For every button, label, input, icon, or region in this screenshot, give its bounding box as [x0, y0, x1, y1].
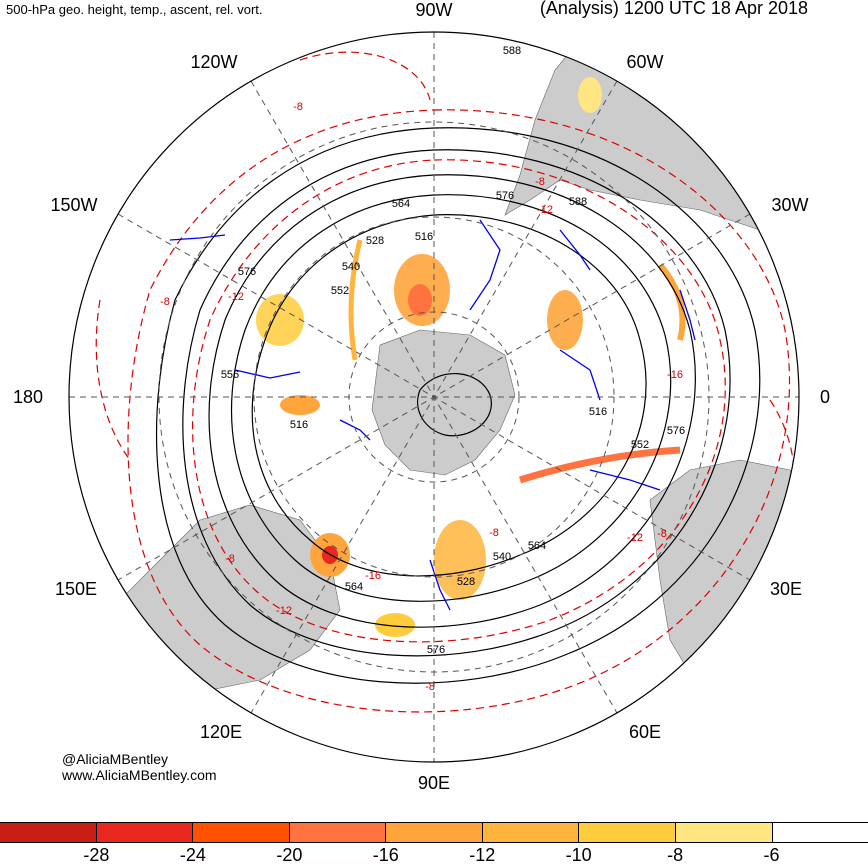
colorbar-tick-label: -8: [667, 845, 683, 866]
colorbar-tick-label: -24: [180, 845, 206, 866]
height-label: 588: [569, 196, 587, 208]
colorbar-swatch: [0, 823, 97, 842]
height-label: 540: [342, 261, 360, 273]
height-label: 528: [366, 235, 384, 247]
height-label: 588: [503, 45, 521, 57]
height-label: 556: [221, 369, 239, 381]
credit-website: www.AliciaMBentley.com: [62, 767, 217, 783]
vort-blob: [434, 520, 486, 600]
lon-label-60w: 60W: [626, 52, 663, 72]
vorticity-colorbar: [0, 822, 868, 843]
height-label: 552: [631, 439, 649, 451]
lon-label-150w: 150W: [50, 195, 97, 215]
height-label: 516: [290, 419, 308, 431]
vort-label: -12: [537, 204, 553, 216]
colorbar-swatch: [579, 823, 676, 842]
height-label: 576: [496, 190, 514, 202]
colorbar-swatch: [483, 823, 580, 842]
vort-label: -8: [657, 528, 667, 540]
lon-label-90e: 90E: [418, 773, 450, 793]
colorbar-tick-label: -12: [469, 845, 495, 866]
vort-label: -8: [225, 553, 235, 565]
lon-label-0: 0: [820, 387, 830, 407]
lon-label-60e: 60E: [629, 722, 661, 742]
vort-blob: [256, 294, 304, 346]
colorbar-swatch: [773, 823, 868, 842]
colorbar-tick-label: -20: [276, 845, 302, 866]
vort-label: -12: [627, 532, 643, 544]
vort-label: -16: [667, 369, 683, 381]
height-label: 528: [457, 576, 475, 588]
polar-stereographic-map: 90W 60W 30W 0 30E 60E 90E 120E 150E 180 …: [0, 0, 868, 820]
colorbar-tick-label: -16: [373, 845, 399, 866]
lon-label-120e: 120E: [200, 722, 242, 742]
vort-label: -8: [535, 176, 545, 188]
lon-label-150e: 150E: [55, 579, 97, 599]
vort-blob: [280, 395, 320, 415]
vort-label: -8: [425, 681, 435, 693]
lon-label-120w: 120W: [190, 52, 237, 72]
height-label: 540: [493, 551, 511, 563]
height-label: 576: [238, 266, 256, 278]
lon-label-90w: 90W: [415, 0, 452, 20]
vort-label: -12: [276, 605, 292, 617]
vort-blob: [408, 284, 432, 316]
colorbar-swatch: [97, 823, 194, 842]
colorbar-swatch: [386, 823, 483, 842]
height-label: 516: [415, 231, 433, 243]
colorbar-swatch: [676, 823, 773, 842]
colorbar-swatch: [193, 823, 290, 842]
vort-blob: [547, 290, 583, 350]
vort-label: -16: [365, 570, 381, 582]
lon-label-30e: 30E: [770, 579, 802, 599]
height-label: 516: [589, 406, 607, 418]
vort-streak: [351, 240, 360, 360]
credit-twitter-handle: @AliciaMBentley: [62, 751, 168, 767]
height-label: 576: [427, 644, 445, 656]
height-label: 564: [392, 198, 410, 210]
vort-label: -8: [293, 101, 303, 113]
colorbar-tick-label: -6: [764, 845, 780, 866]
colorbar-tick-label: -10: [566, 845, 592, 866]
height-label: 564: [345, 581, 363, 593]
vort-label: -8: [489, 527, 499, 539]
lon-label-30w: 30W: [771, 195, 808, 215]
height-label: 564: [528, 540, 546, 552]
colorbar-tick-labels: -28 -24 -20 -16 -12 -10 -8 -6: [0, 845, 868, 865]
vort-label: -12: [228, 291, 244, 303]
land-asia: [120, 505, 340, 690]
lon-label-180: 180: [13, 387, 43, 407]
colorbar-swatch: [290, 823, 387, 842]
height-label: 576: [667, 425, 685, 437]
height-label: 552: [331, 285, 349, 297]
vort-label: -8: [160, 296, 170, 308]
colorbar-tick-label: -28: [83, 845, 109, 866]
vort-blob: [578, 77, 602, 113]
